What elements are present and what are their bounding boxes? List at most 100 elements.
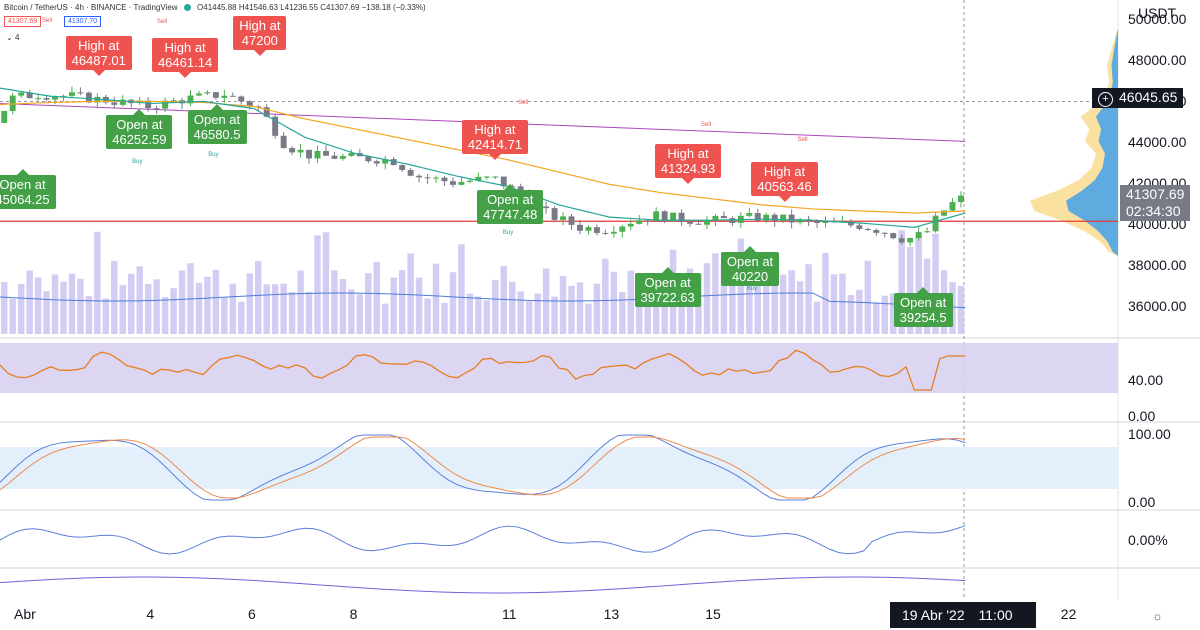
candle-body <box>754 213 761 221</box>
candle-body <box>543 206 550 209</box>
volume-bar <box>288 292 296 334</box>
candle-body <box>551 208 558 220</box>
time-tick: 11 <box>502 606 517 622</box>
rsi-tick: 40.00 <box>1128 372 1164 388</box>
last-price-tag: 41307.69 02:34:30 <box>1120 185 1191 221</box>
candle-body <box>382 159 389 164</box>
indicator-toggle[interactable]: ⌄ 4 <box>6 33 20 42</box>
volume-bar <box>119 285 126 334</box>
high-at-label: High at 46487.01 <box>65 36 132 76</box>
open-at-label: Open at 39722.63 <box>634 267 701 307</box>
volume-bar <box>720 264 728 334</box>
volume-bar <box>238 301 245 334</box>
volume-bar <box>475 296 482 334</box>
settings-gear-icon[interactable]: ☼ <box>1152 609 1163 623</box>
open-at-label: Open at 40220 <box>720 246 780 286</box>
candle-body <box>560 216 566 220</box>
candle-body <box>797 219 804 223</box>
candle-body <box>873 230 880 233</box>
volume-bar <box>779 274 787 334</box>
volume-bar <box>204 276 211 334</box>
candle-body <box>69 92 75 96</box>
candle-body <box>407 169 414 176</box>
candle-body <box>390 159 397 166</box>
volume-bar <box>771 260 778 334</box>
time-tick: 4 <box>146 606 155 622</box>
volume-bar <box>263 284 270 334</box>
candle-body <box>627 223 634 227</box>
volume-bar <box>255 261 262 334</box>
volume-bar <box>43 291 50 334</box>
volume-bar <box>813 301 821 334</box>
candle-body <box>77 92 84 94</box>
price-tick: 44000.00 <box>1128 134 1187 151</box>
volume-bar <box>271 284 279 334</box>
volume-ma-line <box>0 292 966 309</box>
candle-body <box>763 214 770 221</box>
candle-body <box>424 177 431 179</box>
label-value: 47200 <box>241 33 278 48</box>
volume-bar <box>703 263 711 334</box>
volume-bar <box>873 302 880 334</box>
volume-bar <box>26 270 33 334</box>
candle-body <box>932 215 939 232</box>
volume-bar <box>864 260 872 334</box>
open-at-label: Open at 39254.5 <box>893 287 953 327</box>
candle-body <box>898 238 905 243</box>
label-value: 41324.93 <box>660 161 716 176</box>
candle-body <box>85 92 92 103</box>
volume-bar <box>432 263 440 334</box>
sell-signal: Sell <box>701 122 712 128</box>
candle-body <box>466 180 473 182</box>
candle-body <box>43 98 50 100</box>
volume-bar <box>636 300 643 334</box>
label-line: Open at <box>726 254 774 269</box>
volume-bar <box>627 270 634 334</box>
volume-bar <box>331 270 338 334</box>
ema-fast-line <box>0 87 966 228</box>
stoch-k-line <box>0 434 966 501</box>
volume-bar <box>661 284 668 334</box>
buy-price-box[interactable]: 41307.70 <box>64 16 102 27</box>
volume-bar <box>881 295 888 334</box>
time-tick: 8 <box>349 606 358 622</box>
currency-label[interactable]: USDT <box>1138 5 1177 21</box>
volume-bar <box>500 266 507 334</box>
volume-bar <box>1 281 8 334</box>
high-at-label: High at 41324.93 <box>654 144 722 184</box>
volume-bar <box>68 273 76 334</box>
volume-bar <box>9 298 16 334</box>
buy-signal: Buy <box>132 159 143 165</box>
volume-bar <box>466 293 474 334</box>
label-line: High at <box>667 146 709 161</box>
volume-bar <box>712 253 719 334</box>
volume-bar <box>458 244 465 334</box>
rsi-line <box>0 349 966 391</box>
candle-body <box>771 214 778 222</box>
sell-label-header: Sell <box>157 19 168 25</box>
candle-body <box>289 148 296 153</box>
volume-bar <box>551 296 558 334</box>
candle-body <box>619 226 626 232</box>
candle-body <box>416 175 423 178</box>
volume-bar <box>585 303 592 334</box>
candle-body <box>907 238 914 243</box>
volume-bar <box>221 297 228 334</box>
candle-body <box>187 95 194 104</box>
volume-bar <box>737 238 745 334</box>
candle-body <box>788 214 795 223</box>
candle-body <box>196 93 202 96</box>
crosshair-plus-icon[interactable]: + <box>1098 92 1113 107</box>
volume-bar <box>229 283 237 334</box>
candle-body <box>221 95 228 98</box>
candle-body <box>119 99 126 105</box>
sell-price-box[interactable]: 41307.69 <box>4 16 42 27</box>
volume-bar <box>678 280 685 334</box>
candle-body <box>720 215 727 219</box>
stoch-band <box>0 447 1118 489</box>
volume-bar <box>652 302 660 334</box>
candle-body <box>670 212 677 222</box>
label-line: High at <box>239 18 281 33</box>
indicator-count: 4 <box>14 33 20 42</box>
label-line: Open at <box>487 192 534 207</box>
